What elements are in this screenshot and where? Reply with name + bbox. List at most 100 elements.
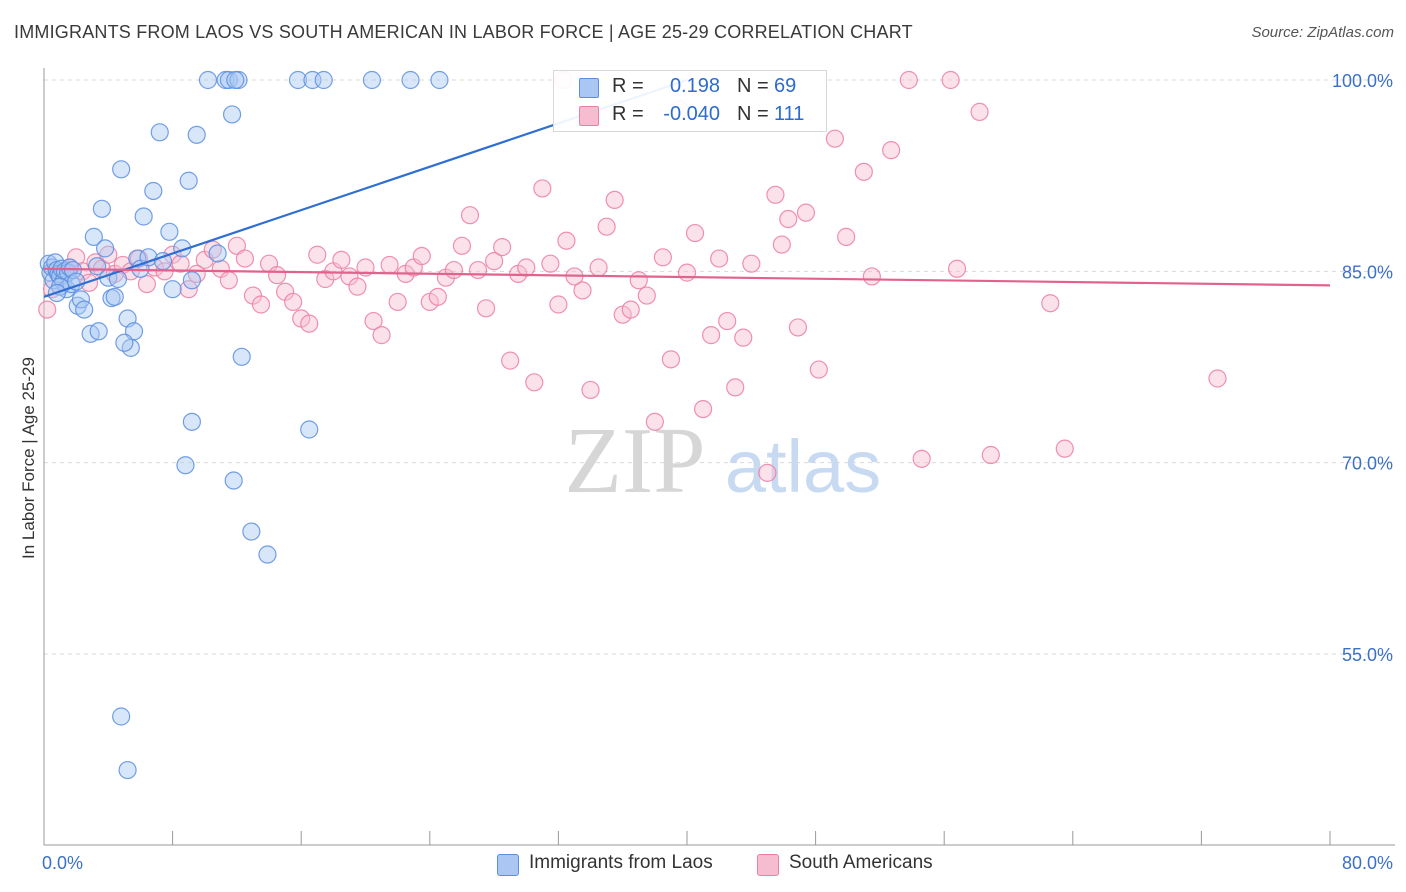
- laos-point: [226, 70, 245, 90]
- south-american-point: [380, 255, 399, 275]
- laos-point: [222, 105, 242, 124]
- watermark: ZIP atlas: [565, 409, 882, 513]
- laos-point: [75, 300, 94, 319]
- south-american-point: [758, 463, 777, 482]
- south-american-point: [899, 70, 918, 90]
- laos-point: [401, 70, 420, 90]
- laos-point: [258, 545, 277, 564]
- south-american-point: [501, 351, 520, 370]
- south-american-point: [837, 227, 856, 246]
- south-american-point: [742, 254, 761, 273]
- legend-swatch-blue: [497, 854, 519, 876]
- south-american-point: [308, 245, 327, 264]
- laos-point: [314, 70, 333, 90]
- laos-point: [179, 171, 198, 190]
- laos-point: [112, 707, 131, 726]
- south-american-point: [251, 295, 271, 314]
- laos-points: [39, 70, 449, 780]
- south-american-point: [541, 254, 560, 273]
- laos-point: [92, 199, 111, 218]
- y-axis-label: In Labor Force | Age 25-29: [19, 357, 38, 559]
- south-american-point: [661, 350, 681, 369]
- stats-legend: R = 0.198 N = 69 R = -0.040 N = 111: [553, 70, 827, 132]
- laos-point: [219, 70, 238, 90]
- x-tick-label: 80.0%: [1342, 853, 1393, 873]
- legend-n-value: 111: [774, 103, 805, 125]
- legend-swatch-pink: [757, 854, 779, 876]
- laos-point: [160, 222, 179, 241]
- y-tick-label: 70.0%: [1342, 454, 1393, 474]
- south-american-point: [533, 179, 552, 198]
- tick-labels: 55.0% 70.0% 85.0% 100.0% 0.0% 80.0%: [42, 71, 1393, 873]
- south-american-point: [348, 277, 367, 296]
- laos-point: [176, 456, 195, 475]
- south-american-point: [809, 360, 828, 379]
- laos-point: [187, 125, 206, 144]
- south-american-point: [882, 141, 901, 160]
- south-american-point: [825, 129, 844, 148]
- south-american-point: [726, 378, 745, 397]
- laos-point: [139, 248, 158, 267]
- y-tick-label: 55.0%: [1342, 645, 1393, 665]
- south-american-point: [412, 246, 431, 266]
- south-american-point: [581, 380, 600, 400]
- laos-point: [144, 181, 163, 201]
- south-american-point: [605, 190, 624, 210]
- south-american-point: [444, 260, 464, 280]
- laos-point: [112, 160, 131, 179]
- south-american-point: [702, 326, 721, 345]
- laos-point: [118, 760, 137, 780]
- south-american-point: [629, 271, 648, 290]
- south-american-point: [219, 271, 238, 290]
- laos-point: [300, 420, 319, 439]
- legend-n-label: N =: [737, 75, 769, 97]
- south-american-point: [788, 318, 808, 337]
- laos-point: [362, 70, 382, 90]
- south-american-point: [796, 203, 816, 222]
- laos-point: [84, 227, 103, 246]
- south-american-point: [941, 70, 960, 90]
- legend-r-value: 0.198: [669, 75, 720, 97]
- legend-label-south-americans: South Americans: [789, 852, 933, 873]
- south-american-point: [970, 102, 989, 121]
- south-american-point: [1041, 294, 1060, 313]
- south-american-point: [452, 236, 472, 255]
- south-american-point: [525, 373, 544, 392]
- south-american-point: [332, 250, 351, 269]
- laos-point: [182, 271, 201, 290]
- south-american-point: [476, 299, 496, 318]
- south-american-point: [364, 311, 383, 331]
- laos-point: [67, 272, 86, 291]
- south-american-point: [693, 399, 713, 419]
- south-american-point: [549, 295, 568, 314]
- watermark-atlas: atlas: [725, 425, 881, 508]
- south-american-point: [137, 274, 156, 294]
- axes: [43, 68, 1395, 846]
- laos-point: [115, 333, 134, 352]
- laos-point: [134, 207, 153, 226]
- laos-point: [95, 239, 115, 258]
- south-americans-trend-line: [43, 267, 1331, 287]
- legend-row-south-americans: R = -0.040 N = 111: [554, 101, 826, 129]
- south-american-point: [485, 252, 504, 271]
- south-american-point: [597, 217, 616, 236]
- legend-swatch-blue: [579, 78, 599, 98]
- south-american-point: [779, 209, 798, 229]
- south-american-point: [677, 263, 697, 282]
- chart-title: IMMIGRANTS FROM LAOS VS SOUTH AMERICAN I…: [14, 22, 913, 42]
- laos-point: [71, 290, 91, 309]
- laos-point: [105, 287, 124, 306]
- laos-point: [182, 412, 201, 431]
- south-american-point: [460, 206, 480, 225]
- south-american-point: [589, 258, 608, 277]
- laos-point: [232, 347, 251, 366]
- south-american-point: [267, 266, 287, 285]
- south-american-point: [573, 281, 592, 300]
- legend-n-value: 69: [774, 75, 797, 97]
- south-american-point: [1208, 369, 1227, 388]
- watermark-zip: ZIP: [565, 409, 706, 513]
- south-american-point: [300, 314, 319, 333]
- laos-point: [150, 123, 169, 142]
- south-american-point: [685, 223, 705, 243]
